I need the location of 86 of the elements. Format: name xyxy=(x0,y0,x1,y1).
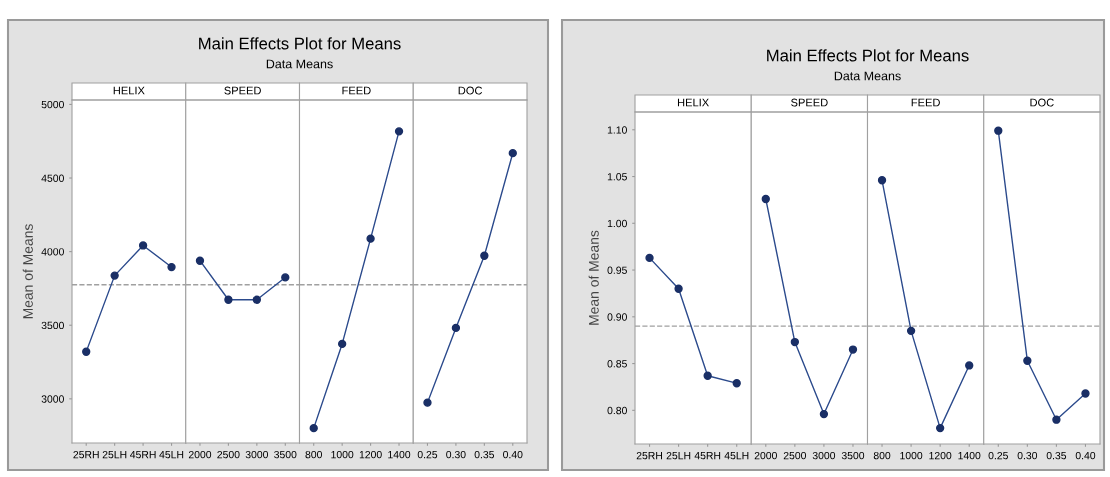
x-tick-label: 45RH xyxy=(694,452,721,460)
point xyxy=(394,127,404,136)
x-tick-label: 0.25 xyxy=(417,450,438,459)
point xyxy=(366,234,375,243)
point xyxy=(848,345,858,354)
x-tick-label: 25LH xyxy=(102,450,127,459)
y-tick-label: 5000 xyxy=(41,100,64,109)
point xyxy=(674,284,683,293)
point xyxy=(480,251,489,260)
y-tick-label: 1.00 xyxy=(607,219,627,228)
x-tick-label: 45LH xyxy=(159,451,184,459)
x-tick-label: 800 xyxy=(305,450,322,459)
x-tick-label: 25LH xyxy=(666,451,691,460)
point xyxy=(451,323,461,333)
x-tick-label: 1400 xyxy=(388,450,411,459)
point xyxy=(82,347,91,356)
x-tick-label: 3500 xyxy=(274,450,297,459)
y-axis-title: Mean of Means xyxy=(22,224,33,319)
x-tick-label: 45LH xyxy=(724,452,749,460)
point xyxy=(1052,415,1061,424)
point xyxy=(423,398,432,407)
x-tick-label: 2000 xyxy=(754,451,777,460)
x-tick-label: 2500 xyxy=(783,451,807,460)
chart-title: SPEED xyxy=(791,98,828,107)
text: Main Effects Plot for Means xyxy=(767,49,969,62)
x-tick-label: 25RH xyxy=(73,450,99,459)
y-tick-label: 4500 xyxy=(41,174,64,182)
point xyxy=(906,326,916,336)
x-tick-label: 2500 xyxy=(217,450,240,459)
text: Main Effects Plot for Means xyxy=(199,37,401,50)
x-tick-label: 3000 xyxy=(812,451,836,460)
x-tick-label: 3500 xyxy=(841,451,865,460)
y-tick-label: 1.10 xyxy=(607,126,627,134)
x-tick-label: 2000 xyxy=(188,450,212,459)
x-tick-label: 0.40 xyxy=(1075,451,1096,460)
x-tick-label: 0.35 xyxy=(474,450,495,459)
point xyxy=(994,126,1003,135)
y-tick-label: 3500 xyxy=(41,321,64,330)
point xyxy=(819,409,829,419)
point xyxy=(761,194,770,204)
y-axis-title: Mean of Means xyxy=(588,230,599,325)
point xyxy=(645,253,654,263)
x-tick-label: 45RH xyxy=(130,451,156,459)
x-tick-label: 1000 xyxy=(900,451,923,460)
x-tick-label: 1200 xyxy=(359,450,382,459)
y-tick-label: 0.95 xyxy=(607,266,627,274)
x-tick-label: 0.35 xyxy=(1046,451,1067,460)
point xyxy=(732,379,741,388)
x-tick-label: 0.30 xyxy=(1017,451,1038,460)
text: Data Means xyxy=(266,59,333,69)
x-tick-label: 1400 xyxy=(958,451,981,460)
chart-title: DOC xyxy=(458,86,483,95)
point xyxy=(877,176,887,185)
x-tick-label: 0.25 xyxy=(988,451,1008,460)
y-tick-label: 4000 xyxy=(41,248,64,256)
point xyxy=(110,271,119,280)
x-tick-label: 1200 xyxy=(929,451,952,460)
chart-title: HELIX xyxy=(677,98,709,107)
point xyxy=(337,339,347,349)
chart-title: DOC xyxy=(1030,98,1054,107)
point xyxy=(703,371,712,380)
point xyxy=(138,241,148,250)
y-tick-label: 0.80 xyxy=(607,406,627,415)
chart-title: FEED xyxy=(342,86,371,95)
point xyxy=(1023,356,1032,365)
point xyxy=(935,423,945,433)
x-tick-label: 800 xyxy=(873,451,891,460)
y-tick-label: 0.90 xyxy=(607,313,627,321)
point xyxy=(167,262,176,272)
y-tick-label: 3000 xyxy=(41,395,64,403)
point xyxy=(965,361,974,370)
y-tick-label: 1.05 xyxy=(607,173,627,181)
x-tick-label: 0.30 xyxy=(446,450,466,459)
point xyxy=(508,148,517,158)
chart-title: SPEED xyxy=(224,86,261,95)
y-tick-label: 0.85 xyxy=(607,360,627,368)
text: Data Means xyxy=(834,71,901,81)
point xyxy=(309,423,318,433)
point xyxy=(1081,389,1090,398)
x-tick-label: 25RH xyxy=(636,451,662,460)
chart-title: FEED xyxy=(911,98,940,107)
chart-title: HELIX xyxy=(113,86,145,95)
x-tick-label: 3000 xyxy=(245,450,269,459)
point xyxy=(790,337,800,347)
x-tick-label: 0.40 xyxy=(503,450,523,459)
x-tick-label: 1000 xyxy=(331,450,354,459)
